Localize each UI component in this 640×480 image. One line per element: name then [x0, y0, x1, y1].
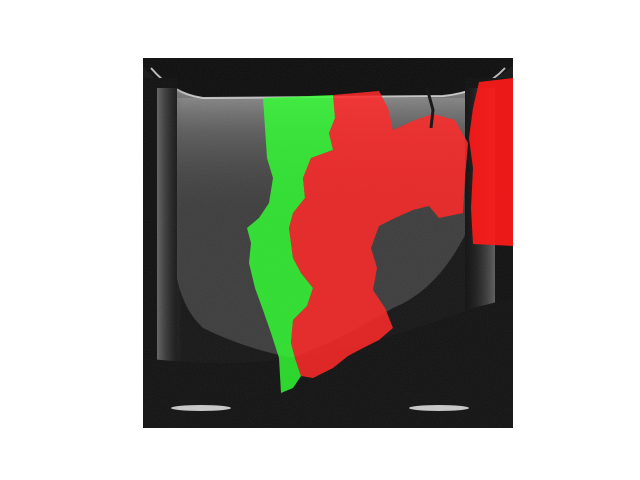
red-region: [289, 91, 468, 378]
scan-crack: [425, 87, 435, 129]
green-region: [247, 95, 335, 393]
segmentation-image: [143, 58, 513, 428]
red-region-right: [469, 78, 513, 246]
